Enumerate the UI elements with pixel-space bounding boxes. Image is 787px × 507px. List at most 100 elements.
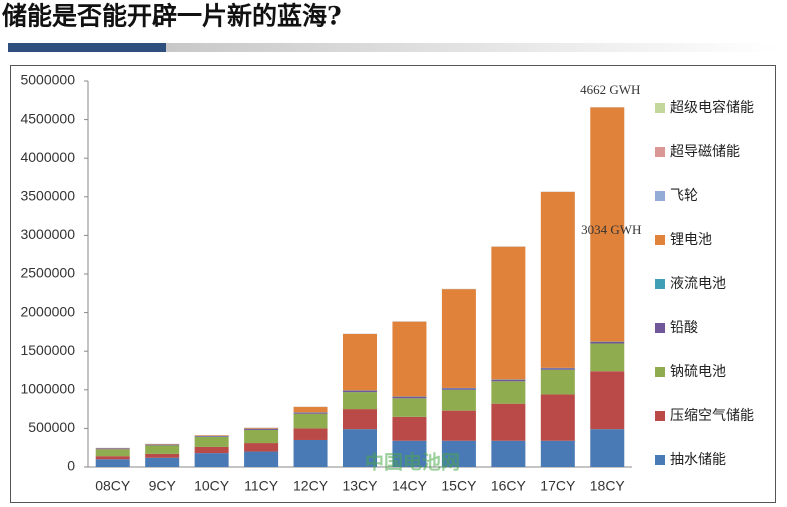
legend-label: 钠硫电池 <box>670 364 726 380</box>
bar-segment <box>194 436 229 437</box>
x-tick-label: 9CY <box>149 478 177 494</box>
annotation: 3034 GWH <box>581 222 641 237</box>
bar-segment <box>145 444 180 446</box>
x-tick-label: 12CY <box>293 478 329 494</box>
bar-segment <box>293 413 328 429</box>
bar-segment <box>540 440 575 467</box>
bar-segment <box>392 440 427 467</box>
bar-segment <box>95 459 130 467</box>
bar-segment <box>343 333 377 391</box>
y-tick-label: 500000 <box>28 419 75 435</box>
legend-swatch <box>655 279 665 289</box>
annotation: 4662 GWH <box>580 82 640 97</box>
x-tick-label: 18CY <box>590 478 626 494</box>
y-tick-label: 3000000 <box>20 226 75 242</box>
bar-segment <box>194 436 229 447</box>
y-tick-label: 4000000 <box>20 149 75 165</box>
bar-segment <box>491 246 526 380</box>
watermark: 中国电池网 <box>365 451 460 474</box>
legend-swatch <box>655 411 665 421</box>
y-tick-label: 4500000 <box>20 110 75 126</box>
bar-segment <box>441 410 476 441</box>
legend-swatch <box>655 191 665 201</box>
x-tick-label: 11CY <box>244 478 279 494</box>
legend-label: 飞轮 <box>670 188 698 204</box>
bar-segment <box>491 379 526 382</box>
legend-swatch <box>655 323 665 333</box>
bar-segment <box>491 403 526 441</box>
y-tick-label: 5000000 <box>20 72 75 88</box>
legend-label: 超级电容储能 <box>670 99 754 116</box>
legend-label: 抽水储能 <box>670 452 726 468</box>
bar-segment <box>343 392 377 410</box>
legend-swatch <box>655 147 665 157</box>
bar-segment <box>392 396 427 399</box>
bar-segment <box>441 388 476 390</box>
bar-segment <box>293 412 328 414</box>
slide-title: 储能是否能开辟一片新的蓝海? <box>2 2 342 31</box>
legend-label: 超导磁储能 <box>670 144 740 160</box>
y-tick-label: 1500000 <box>20 342 75 358</box>
bar-segment <box>95 448 130 450</box>
y-tick-label: 2000000 <box>20 303 75 319</box>
bar-segment <box>293 428 328 440</box>
bar-segment <box>343 390 377 393</box>
bar-segment <box>540 369 575 395</box>
bar-segment <box>343 409 377 430</box>
bar-segment <box>244 427 279 429</box>
bar-segment <box>590 343 625 372</box>
bar-segment <box>540 191 575 368</box>
bar-segment <box>590 429 625 467</box>
bar-segment <box>392 321 427 397</box>
bar-segment <box>590 107 625 342</box>
bar-segment <box>441 440 476 467</box>
legend-label: 铅酸 <box>670 320 698 336</box>
title-bar <box>8 43 166 52</box>
x-tick-label: 10CY <box>194 478 230 494</box>
x-tick-label: 08CY <box>95 478 131 494</box>
bar-segment <box>343 429 377 467</box>
bar-segment <box>293 406 328 413</box>
x-tick-label: 16CY <box>491 478 527 494</box>
bar-segment <box>540 368 575 370</box>
bar-segment <box>244 428 279 430</box>
bar-segment <box>244 429 279 444</box>
bar-segment <box>590 371 625 430</box>
bar-segment <box>293 439 328 467</box>
bar-segment <box>194 446 229 454</box>
bar-segment <box>244 451 279 467</box>
bar-segment <box>95 456 130 460</box>
y-tick-label: 2500000 <box>20 265 75 281</box>
bar-segment <box>95 449 130 457</box>
bar-segment <box>392 416 427 441</box>
bar-segment <box>145 457 180 467</box>
legend-label: 锂电池 <box>670 232 712 248</box>
x-tick-label: 14CY <box>392 478 428 494</box>
bar-segment <box>145 445 180 454</box>
x-tick-label: 13CY <box>342 478 378 494</box>
bar-segment <box>145 453 180 458</box>
legend-label: 液流电池 <box>670 276 726 292</box>
bar-segment <box>194 453 229 467</box>
title-bar-fade <box>166 43 778 52</box>
y-tick-label: 1000000 <box>20 381 75 397</box>
legend-swatch <box>655 367 665 377</box>
x-tick-label: 17CY <box>540 478 576 494</box>
bar-segment <box>441 289 476 388</box>
legend-swatch <box>655 103 665 113</box>
plot: 0 500000 1000000 1500000 2000000 2500000 30000… <box>20 72 754 494</box>
legend-label: 压缩空气储能 <box>670 408 754 424</box>
legend-swatch <box>655 455 665 465</box>
bar-segment <box>441 389 476 411</box>
bar-segment <box>244 443 279 452</box>
legend-swatch <box>655 235 665 245</box>
bar-segment <box>392 398 427 417</box>
bar-segment <box>491 440 526 467</box>
bar-segment <box>540 394 575 441</box>
bar-segment <box>194 435 229 436</box>
y-tick-label: 3500000 <box>20 188 75 204</box>
y-tick-label: 0 <box>67 458 75 474</box>
bar-segment <box>491 381 526 404</box>
bar-segment <box>590 341 625 344</box>
